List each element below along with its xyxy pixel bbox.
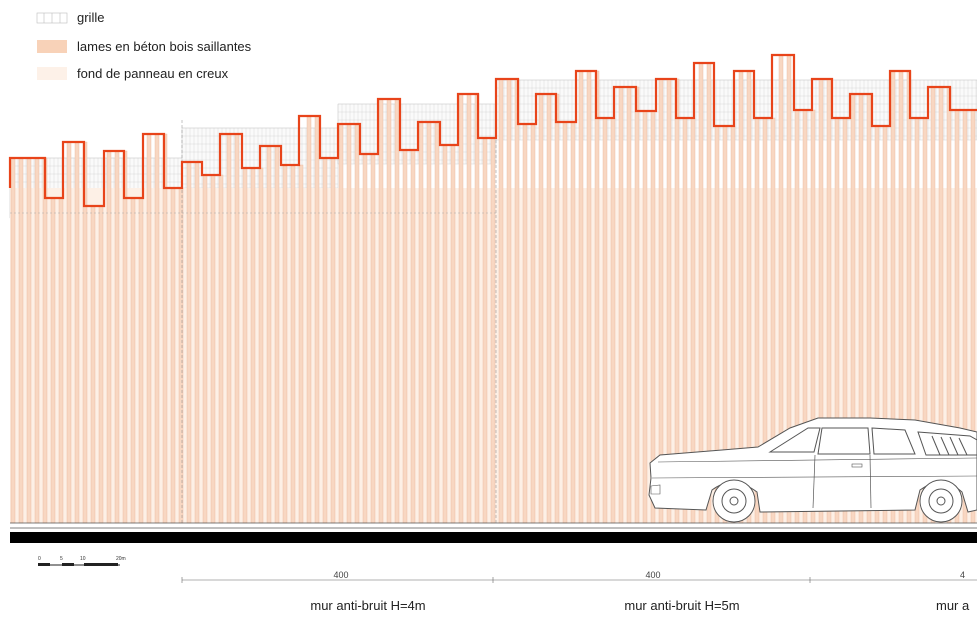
concrete-slat (218, 174, 224, 524)
concrete-slat (442, 144, 448, 524)
concrete-slat (186, 161, 192, 524)
concrete-slat (578, 70, 584, 524)
concrete-slat (194, 161, 200, 524)
concrete-slat (162, 133, 168, 524)
concrete-slats (10, 54, 976, 524)
concrete-slat (490, 137, 496, 524)
concrete-slat (522, 123, 528, 524)
concrete-slat (362, 153, 368, 524)
concrete-slat (546, 93, 552, 524)
dimension-lines: 400 400 4 mur anti-bruit H=4m mur anti-b… (181, 570, 977, 613)
concrete-slat (258, 167, 264, 524)
concrete-slat (466, 93, 472, 524)
concrete-slat (594, 70, 600, 524)
concrete-slat (202, 174, 208, 524)
concrete-slat (498, 78, 504, 524)
concrete-slat (618, 86, 624, 524)
concrete-slat (170, 187, 176, 524)
concrete-slat (290, 164, 296, 524)
legend-swatch-fond (37, 67, 67, 80)
scale-label-10: 10 (80, 556, 86, 562)
legend-label-grille: grille (77, 10, 104, 25)
concrete-slat (458, 93, 464, 524)
scale-bar: 0 5 10 20m (38, 556, 126, 566)
concrete-slat (90, 205, 96, 524)
legend-label-fond: fond de panneau en creux (77, 66, 229, 81)
concrete-slat (386, 98, 392, 524)
wall-label-h5: mur anti-bruit H=5m (624, 598, 739, 613)
concrete-slat (482, 137, 488, 524)
concrete-slat (378, 98, 384, 524)
concrete-slat (274, 145, 280, 524)
concrete-slat (474, 93, 480, 524)
concrete-slat (146, 133, 152, 524)
concrete-slat (602, 117, 608, 524)
legend-label-lames: lames en béton bois saillantes (77, 39, 252, 54)
concrete-slat (410, 149, 416, 524)
concrete-slat (642, 110, 648, 524)
concrete-slat (426, 121, 432, 524)
dimension-value-2: 400 (645, 570, 660, 580)
concrete-slat (314, 115, 320, 524)
concrete-slat (370, 153, 376, 524)
concrete-slat (226, 133, 232, 524)
concrete-slat (74, 141, 80, 524)
dimension-value-1: 400 (333, 570, 348, 580)
concrete-slat (554, 93, 560, 524)
scale-label-5: 5 (60, 556, 63, 562)
concrete-slat (50, 197, 56, 524)
concrete-slat (570, 121, 576, 524)
concrete-slat (114, 150, 120, 524)
concrete-slat (418, 121, 424, 524)
ground-slab (10, 532, 977, 543)
scale-label-0: 0 (38, 556, 41, 562)
wall-label-next: mur a (936, 598, 970, 613)
concrete-slat (250, 167, 256, 524)
grille-section (495, 79, 977, 141)
wall-label-h4: mur anti-bruit H=4m (310, 598, 425, 613)
concrete-slat (282, 164, 288, 524)
scale-label-20m: 20m (116, 556, 126, 562)
concrete-slat (98, 205, 104, 524)
concrete-slat (178, 187, 184, 524)
concrete-slat (450, 144, 456, 524)
concrete-slat (154, 133, 160, 524)
dimension-value-3: 4 (960, 570, 965, 580)
legend-swatch-lames (37, 40, 67, 53)
concrete-slat (234, 133, 240, 524)
concrete-slat (242, 167, 248, 524)
legend-swatch-grille (36, 12, 68, 24)
concrete-slat (106, 150, 112, 524)
legend: grille lames en béton bois saillantes fo… (36, 10, 252, 81)
concrete-slat (122, 150, 128, 524)
car-illustration (648, 417, 977, 523)
concrete-slat (210, 174, 216, 524)
concrete-slat (634, 86, 640, 524)
concrete-slat (130, 197, 136, 524)
slat-top-outline (8, 53, 977, 208)
ground (10, 522, 977, 543)
concrete-slat (338, 123, 344, 524)
concrete-slat (66, 141, 72, 524)
concrete-slat (298, 164, 304, 524)
concrete-slat (58, 197, 64, 524)
concrete-slat (626, 86, 632, 524)
slat-outline-path (8, 53, 977, 208)
concrete-slat (506, 78, 512, 524)
concrete-slat (394, 98, 400, 524)
concrete-slat (586, 70, 592, 524)
concrete-slat (610, 117, 616, 524)
concrete-slat (530, 123, 536, 524)
concrete-slat (402, 149, 408, 524)
concrete-slat (138, 197, 144, 524)
concrete-slat (434, 121, 440, 524)
concrete-slat (562, 121, 568, 524)
concrete-slat (346, 123, 352, 524)
concrete-slat (266, 145, 272, 524)
concrete-slat (538, 93, 544, 524)
concrete-slat (306, 115, 312, 524)
concrete-slat (514, 78, 520, 524)
concrete-slat (354, 123, 360, 524)
